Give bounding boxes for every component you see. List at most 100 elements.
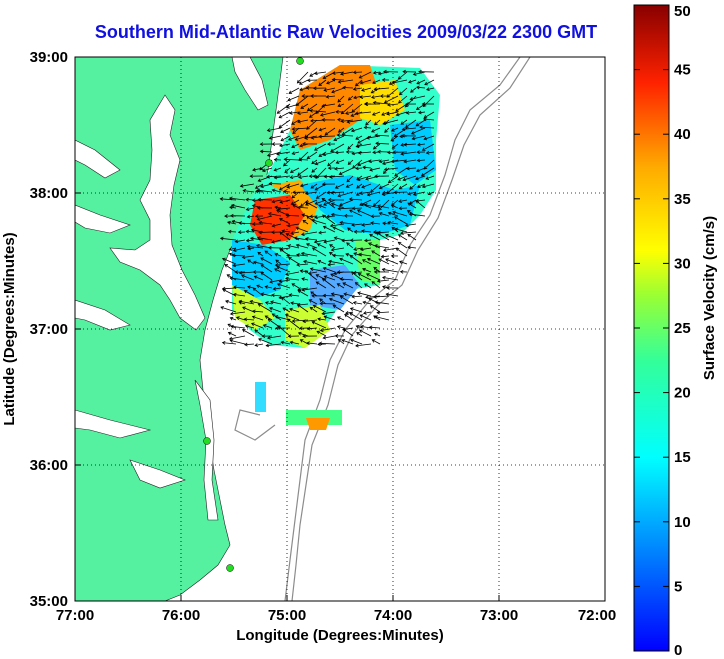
velocity-arrow-head: [387, 179, 392, 184]
velocity-arrow-head: [403, 142, 407, 147]
velocity-arrow: [332, 255, 345, 257]
velocity-arrow: [369, 234, 381, 241]
velocity-arrow: [391, 199, 399, 206]
velocity-arrow: [417, 159, 426, 161]
velocity-arrow-head: [385, 258, 389, 262]
velocity-arrow: [288, 257, 300, 265]
velocity-arrow-head: [268, 245, 272, 250]
velocity-arrow: [305, 199, 318, 206]
velocity-arrow: [351, 103, 363, 113]
colorbar-tick-label: 30: [674, 255, 691, 272]
velocity-arrow-head: [224, 264, 229, 268]
velocity-arrow: [392, 143, 399, 149]
velocity-arrow-head: [289, 307, 293, 312]
velocity-arrow-head: [251, 204, 256, 208]
velocity-arrow: [228, 332, 237, 337]
velocity-arrow-head: [296, 253, 300, 257]
velocity-arrow: [394, 228, 408, 233]
velocity-arrow: [401, 151, 417, 155]
velocity-arrow-head: [355, 144, 360, 149]
velocity-arrow-head: [314, 147, 318, 151]
velocity-arrow: [233, 247, 246, 252]
velocity-arrow-head: [360, 324, 364, 329]
velocity-arrow-head: [222, 288, 226, 293]
velocity-arrow: [222, 342, 237, 345]
velocity-arrow: [363, 311, 372, 314]
velocity-arrow: [239, 300, 255, 305]
velocity-arrow-head: [312, 304, 317, 309]
velocity-arrow-head: [351, 206, 356, 211]
velocity-arrow-head: [370, 221, 374, 226]
velocity-arrow-head: [353, 230, 358, 234]
velocity-arrow-head: [346, 119, 351, 124]
velocity-arrow: [386, 293, 399, 297]
velocity-arrow-head: [273, 175, 278, 180]
velocity-arrow: [382, 119, 399, 125]
velocity-arrow-head: [371, 112, 376, 116]
velocity-arrow-head: [334, 150, 339, 155]
velocity-arrow: [309, 111, 318, 118]
colorbar-tick-label: 10: [674, 514, 691, 531]
velocity-arrow: [417, 143, 426, 146]
velocity-arrow-head: [252, 167, 256, 172]
velocity-arrow-head: [301, 277, 306, 281]
velocity-arrow-head: [425, 176, 430, 180]
velocity-arrow: [247, 246, 264, 249]
velocity-arrow-head: [249, 299, 254, 304]
velocity-arrow-head: [323, 239, 328, 244]
velocity-arrow-head: [298, 157, 303, 162]
velocity-arrow-head: [286, 253, 290, 258]
velocity-arrow-head: [225, 299, 229, 304]
velocity-arrow-head: [338, 171, 343, 176]
velocity-arrow-head: [260, 272, 265, 276]
velocity-arrow: [280, 199, 291, 203]
velocity-arrow-head: [345, 252, 350, 257]
velocity-arrow: [358, 253, 372, 257]
velocity-arrow: [416, 167, 426, 172]
velocity-arrow-head: [232, 248, 237, 252]
velocity-arrow: [408, 79, 417, 83]
velocity-arrow-head: [229, 339, 234, 343]
velocity-arrow: [338, 207, 354, 210]
velocity-arrow-head: [286, 318, 291, 322]
velocity-arrow-head: [353, 252, 358, 256]
velocity-arrow-head: [261, 334, 266, 339]
velocity-arrow: [304, 127, 318, 138]
velocity-arrow: [286, 183, 300, 188]
velocity-arrow: [341, 119, 354, 122]
velocity-arrow-head: [350, 113, 355, 117]
velocity-arrow-head: [372, 80, 376, 84]
velocity-arrow: [279, 218, 291, 225]
velocity-arrow-head: [278, 295, 283, 300]
velocity-arrow: [387, 222, 399, 225]
velocity-arrow-head: [340, 71, 344, 76]
velocity-arrow: [297, 207, 309, 209]
velocity-arrow-head: [301, 94, 305, 98]
velocity-arrow: [404, 143, 417, 146]
velocity-arrow: [416, 79, 426, 85]
velocity-arrow: [399, 87, 408, 95]
velocity-arrow-head: [311, 169, 315, 173]
velocity-arrow: [386, 87, 399, 98]
velocity-arrow: [374, 333, 381, 337]
velocity-arrow: [372, 79, 381, 84]
velocity-arrow-head: [241, 274, 245, 278]
velocity-arrow-head: [255, 244, 260, 248]
velocity-arrow-head: [366, 257, 371, 262]
velocity-arrow: [365, 295, 381, 298]
velocity-arrow-head: [415, 106, 420, 111]
velocity-arrow-head: [282, 189, 287, 194]
velocity-arrow-head: [267, 335, 271, 340]
velocity-arrow-head: [230, 324, 234, 329]
velocity-arrow: [364, 239, 372, 242]
velocity-arrow: [355, 79, 363, 87]
velocity-arrow: [332, 71, 345, 74]
velocity-arrow-head: [287, 97, 291, 102]
velocity-arrow: [379, 159, 390, 163]
velocity-arrow-head: [355, 166, 359, 171]
velocity-arrow-head: [372, 100, 377, 105]
velocity-arrow-head: [288, 293, 293, 298]
velocity-arrow-head: [355, 82, 359, 87]
velocity-arrow-head: [314, 215, 318, 220]
velocity-arrow-head: [390, 137, 395, 142]
